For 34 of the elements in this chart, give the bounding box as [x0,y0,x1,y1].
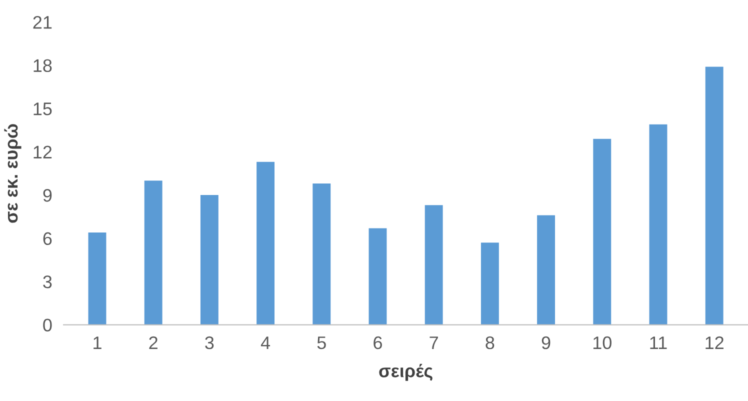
y-tick-label: 0 [43,318,52,332]
bar [424,205,443,325]
bar [256,162,275,325]
bar [88,232,106,325]
bar [705,66,724,325]
x-axis-title: σειρές [379,364,432,381]
bar [144,180,162,325]
bar [480,242,499,325]
y-tick-label: 12 [34,146,52,158]
y-tick-label: 15 [34,102,52,116]
bar [312,184,331,325]
bar [593,138,612,325]
x-tick-label: 7 [430,336,438,350]
y-tick-label: 18 [34,59,52,72]
bar [368,228,387,325]
y-tick-label: 9 [43,188,52,202]
x-tick-label: 11 [650,336,667,350]
x-tick-label: 12 [706,336,724,350]
x-tick-label: 1 [94,336,102,350]
x-tick-label: 9 [542,336,550,350]
y-tick-label: 3 [43,275,52,288]
bar [537,215,556,325]
x-tick-label: 4 [260,336,270,350]
y-axis-title: σε εκ. ευρώ [4,124,22,223]
x-tick-label: 2 [149,336,158,350]
bar [649,124,668,325]
x-tick-label: 8 [486,336,494,350]
y-tick-label: 6 [43,232,52,246]
bar [200,195,218,325]
x-tick-label: 6 [374,336,382,350]
x-tick-label: 10 [593,336,612,350]
y-tick-label: 21 [33,16,52,29]
x-tick-label: 3 [205,336,214,350]
x-tick-label: 5 [317,336,326,350]
